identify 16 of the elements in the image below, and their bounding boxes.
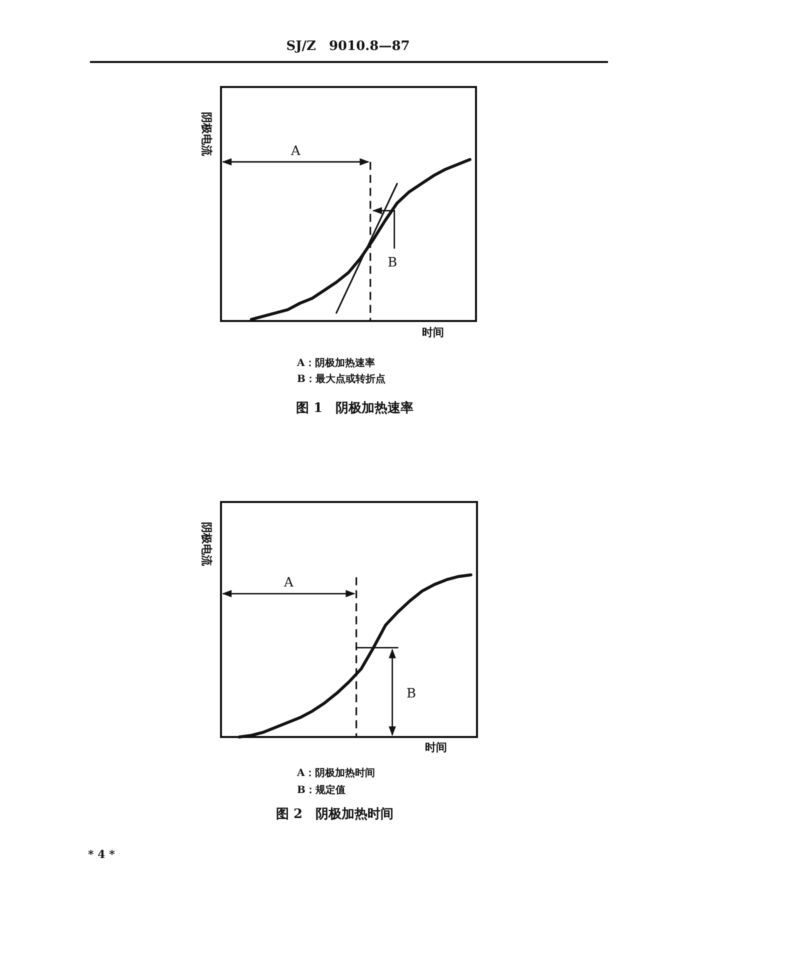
- x-axis-title: 时间: [422, 326, 444, 339]
- text: 图 1 阴极加热速率: [296, 400, 414, 416]
- text: A：阴极加热时间: [296, 767, 375, 779]
- text: * 4 *: [88, 848, 116, 861]
- annotation: B: [406, 686, 416, 702]
- text: B：规定值: [297, 784, 346, 796]
- y-axis-title: 阴极电流: [200, 522, 214, 567]
- y-axis-title: 阴极电流: [200, 112, 214, 157]
- x-axis-title: 时间: [425, 741, 447, 754]
- text: A: [290, 144, 301, 159]
- text: SJ/Z 9010.8—87: [286, 39, 410, 54]
- text: B：最大点或转折点: [297, 373, 386, 385]
- annotation: A: [282, 576, 294, 591]
- text: A：阴极加热速率: [296, 357, 375, 369]
- text: 图 2 阴极加热时间: [276, 807, 394, 822]
- annotation: B: [388, 256, 398, 271]
